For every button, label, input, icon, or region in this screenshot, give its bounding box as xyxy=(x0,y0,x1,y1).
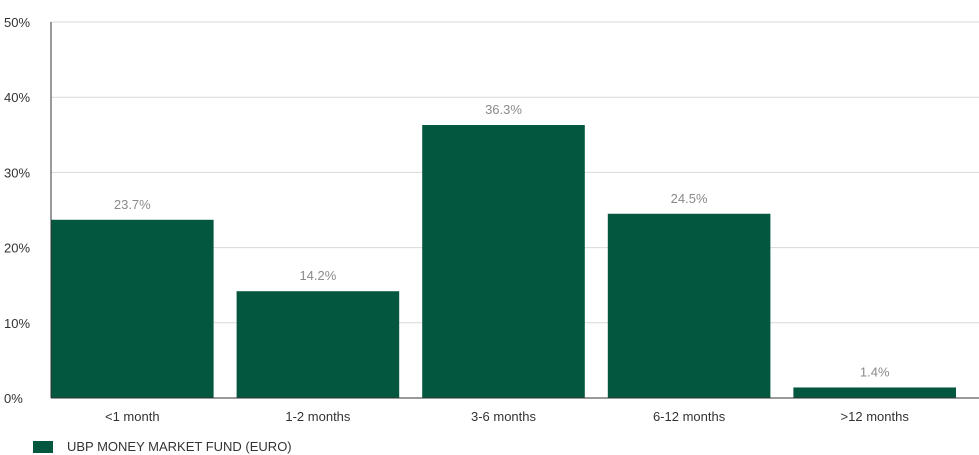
legend: UBP MONEY MARKET FUND (EURO) xyxy=(33,439,292,454)
y-tick-label: 40% xyxy=(4,90,30,105)
bar xyxy=(607,213,771,398)
x-tick-label: 6-12 months xyxy=(653,409,726,424)
data-label: 23.7% xyxy=(114,197,151,212)
x-tick-label: 1-2 months xyxy=(285,409,351,424)
data-label: 24.5% xyxy=(671,191,708,206)
bar xyxy=(236,291,400,398)
data-label: 36.3% xyxy=(485,102,522,117)
legend-swatch xyxy=(33,440,53,453)
x-tick-label: <1 month xyxy=(105,409,160,424)
y-tick-label: 0% xyxy=(4,391,23,406)
data-label: 14.2% xyxy=(299,268,336,283)
bar xyxy=(422,125,585,399)
bar xyxy=(793,387,956,398)
bar xyxy=(51,219,214,398)
y-tick-label: 10% xyxy=(4,316,30,331)
x-tick-label: 3-6 months xyxy=(471,409,537,424)
y-tick-label: 50% xyxy=(4,15,30,30)
y-tick-label: 20% xyxy=(4,241,30,256)
y-tick-label: 30% xyxy=(4,165,30,180)
legend-label: UBP MONEY MARKET FUND (EURO) xyxy=(67,439,292,454)
data-label: 1.4% xyxy=(860,364,890,379)
x-tick-label: >12 months xyxy=(841,409,910,424)
